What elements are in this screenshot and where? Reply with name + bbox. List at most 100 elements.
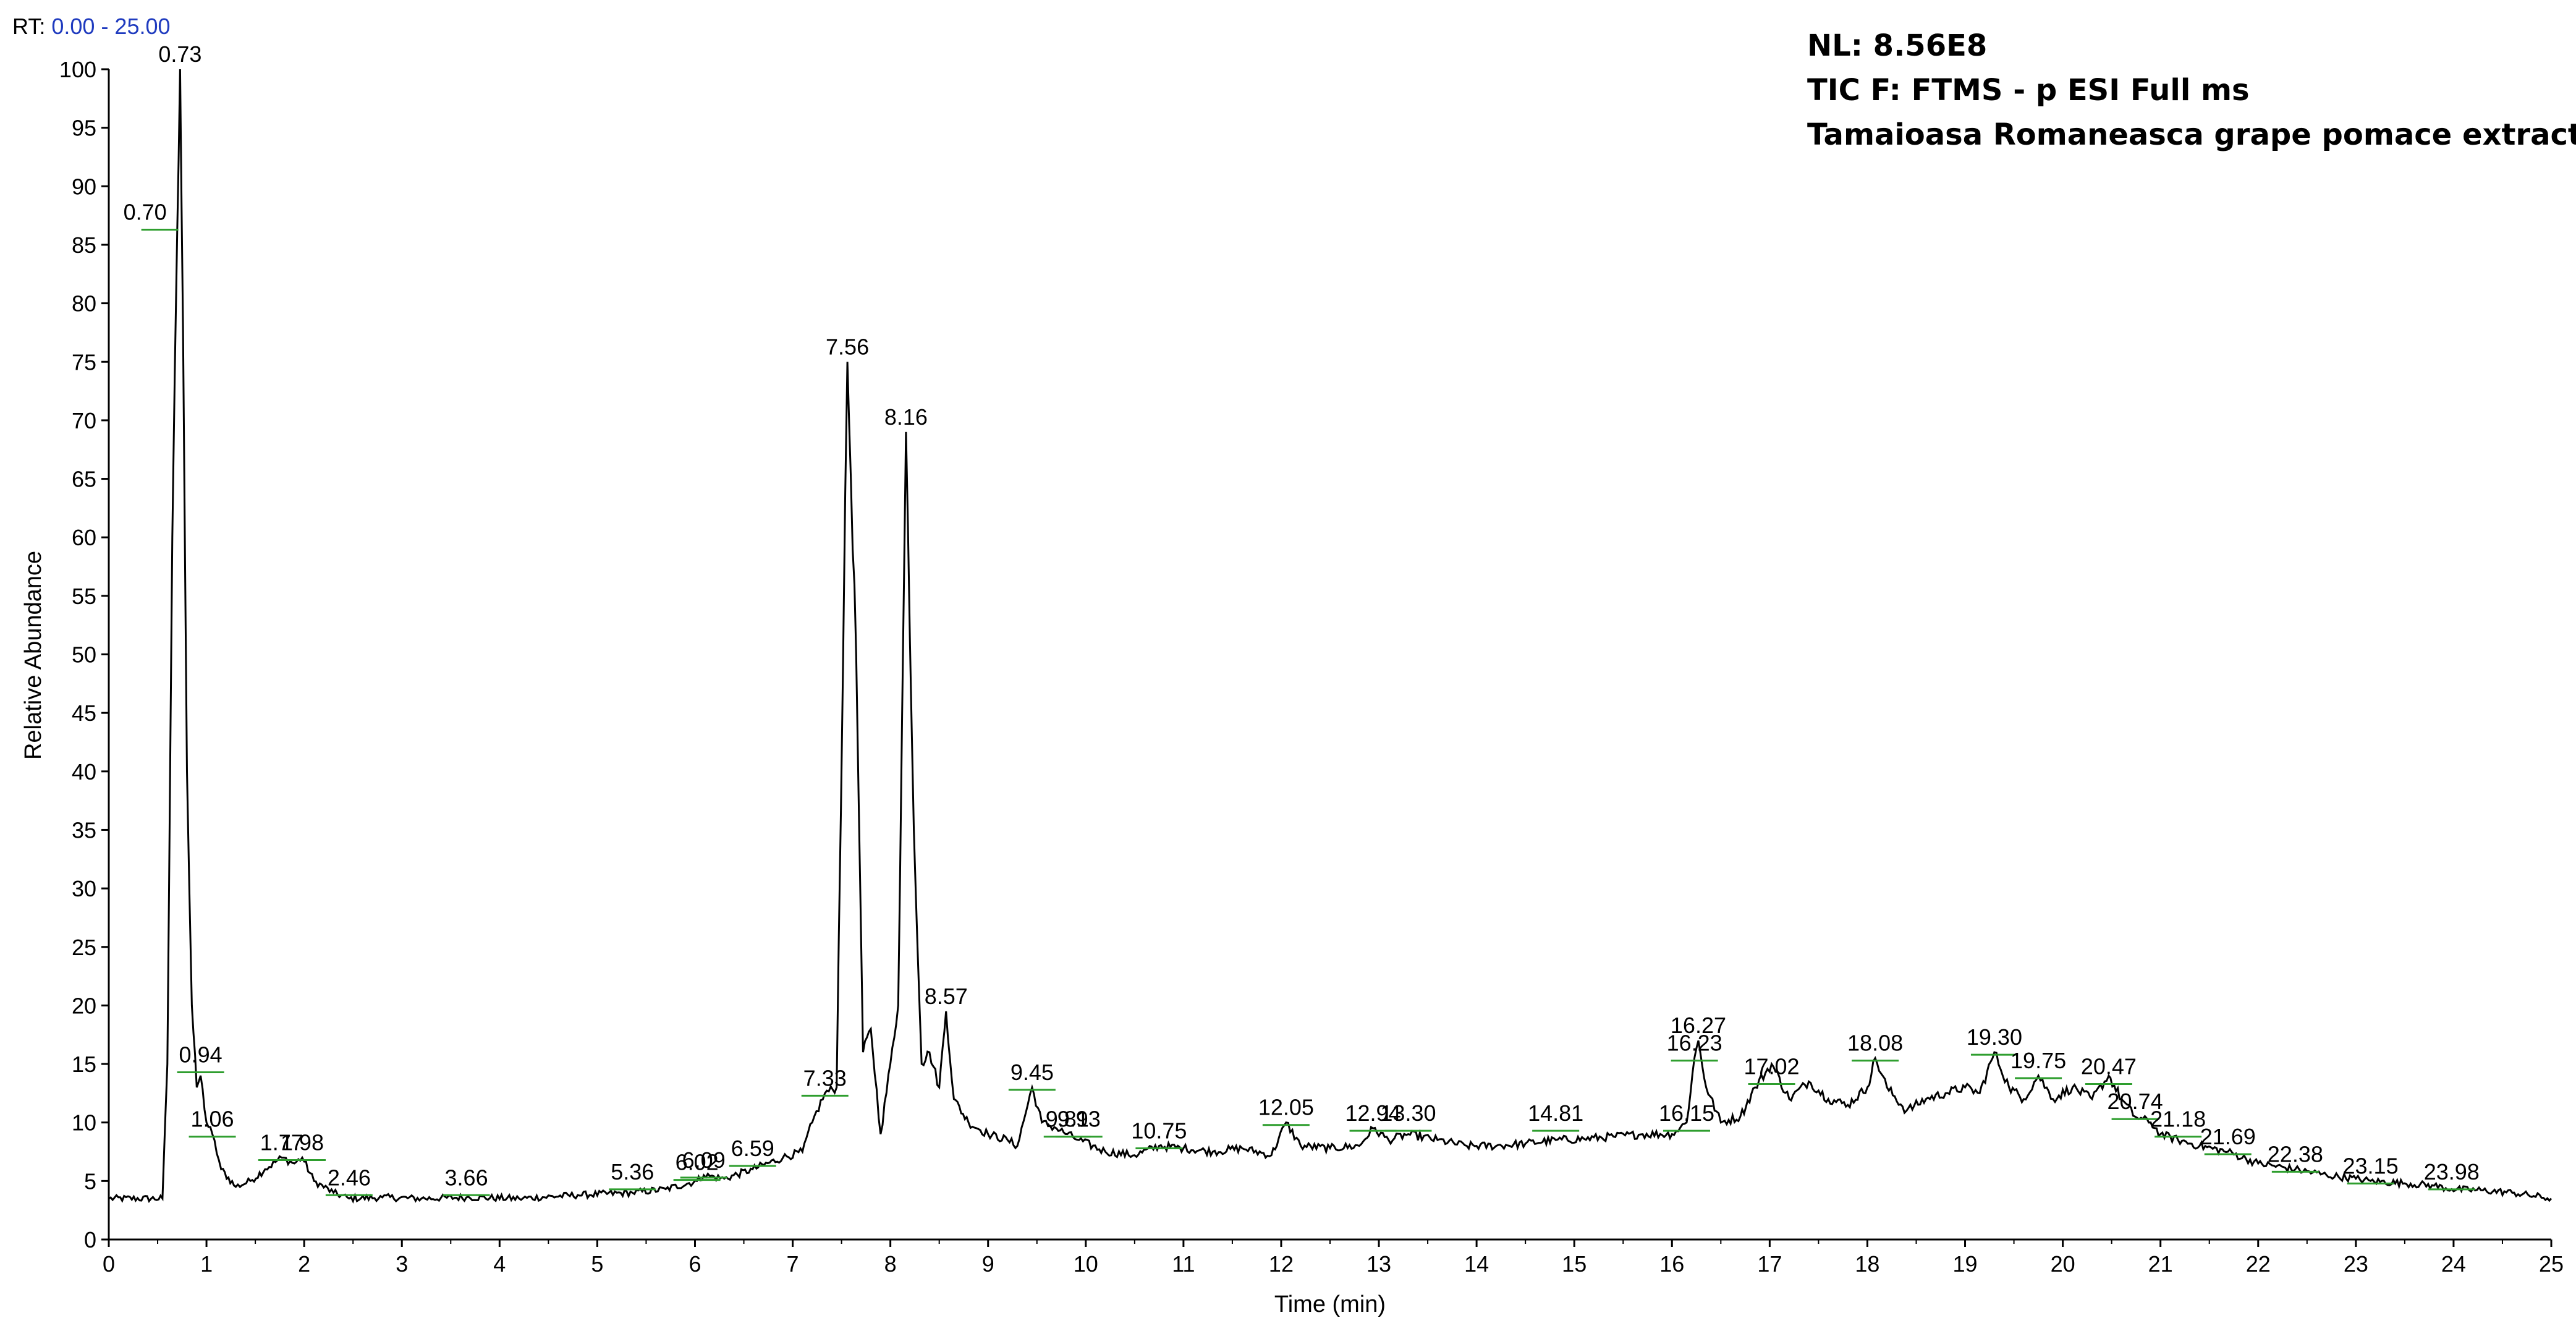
- peak-label: 23.98: [2424, 1159, 2480, 1184]
- peak-label: 0.94: [179, 1042, 222, 1068]
- x-tick-label: 17: [1757, 1251, 1782, 1277]
- x-axis-label: Time (min): [1274, 1291, 1386, 1317]
- x-tick-label: 12: [1269, 1251, 1294, 1277]
- peak-label: 1.06: [191, 1107, 234, 1132]
- peak-label: 2.46: [328, 1165, 371, 1190]
- peak-label: 16.23: [1667, 1031, 1722, 1056]
- y-tick-label: 35: [72, 817, 96, 843]
- sample-name: Tamaioasa Romaneasca grape pomace extrac…: [1807, 117, 2576, 152]
- x-tick-label: 22: [2246, 1251, 2271, 1277]
- y-tick-label: 95: [72, 116, 96, 141]
- peak-label: 20.47: [2081, 1053, 2137, 1079]
- peak-label: 1.77: [260, 1129, 303, 1155]
- y-tick-label: 70: [72, 408, 96, 433]
- x-tick-label: 25: [2539, 1251, 2564, 1277]
- y-tick-label: 40: [72, 759, 96, 785]
- y-tick-label: 15: [72, 1052, 96, 1077]
- y-tick-label: 65: [72, 467, 96, 492]
- tick-marks: [101, 68, 2553, 1247]
- rt-range-label: RT: 0.00 - 25.00: [12, 14, 171, 40]
- y-tick-label: 25: [72, 935, 96, 960]
- peak-label: 0.70: [124, 200, 167, 225]
- peak-label: 21.69: [2200, 1124, 2256, 1149]
- y-tick-label: 90: [72, 174, 96, 199]
- peak-label: 5.36: [611, 1159, 654, 1184]
- scan-filter: TIC F: FTMS - p ESI Full ms: [1807, 73, 2250, 108]
- y-tick-label: 45: [72, 700, 96, 726]
- x-tick-label: 8: [884, 1251, 897, 1277]
- peak-label: 9.93: [1057, 1107, 1101, 1132]
- x-tick-label: 6: [688, 1251, 701, 1277]
- y-tick-label: 5: [84, 1168, 96, 1194]
- axes: [108, 69, 2551, 1241]
- x-tick-label: 24: [2441, 1251, 2466, 1277]
- peak-label: 17.02: [1743, 1053, 1799, 1079]
- x-tick-label: 0: [103, 1251, 115, 1277]
- x-tick-label: 20: [2051, 1251, 2075, 1277]
- peak-label: 1.98: [281, 1129, 324, 1155]
- y-tick-label: 50: [72, 642, 96, 668]
- peak-label: 8.16: [884, 404, 928, 430]
- y-tick-label: 20: [72, 993, 96, 1018]
- y-axis-label: Relative Abundance: [20, 551, 46, 760]
- y-tick-label: 100: [59, 57, 96, 82]
- x-tick-label: 9: [982, 1251, 994, 1277]
- peak-label: 8.57: [925, 984, 968, 1009]
- y-tick-label: 80: [72, 291, 96, 317]
- x-tick-label: 7: [787, 1251, 799, 1277]
- rt-prefix: RT:: [12, 14, 46, 39]
- x-tick-label: 13: [1366, 1251, 1391, 1277]
- y-tick-label: 85: [72, 232, 96, 258]
- peak-label: 6.02: [676, 1150, 719, 1175]
- peak-label: 16.27: [1671, 1013, 1726, 1038]
- x-tick-label: 18: [1855, 1251, 1879, 1277]
- x-tick-label: 21: [2148, 1251, 2173, 1277]
- x-tick-label: 11: [1172, 1251, 1195, 1277]
- x-tick-label: 2: [298, 1251, 310, 1277]
- y-tick-label: 10: [72, 1110, 96, 1136]
- x-tick-label: 4: [493, 1251, 506, 1277]
- peak-label: 9.81: [1046, 1107, 1089, 1132]
- peak-label: 0.73: [158, 41, 201, 67]
- tic-trace: [108, 69, 2553, 1204]
- x-tick-label: 16: [1659, 1251, 1684, 1277]
- x-tick-label: 10: [1074, 1251, 1098, 1277]
- peak-label: 21.18: [2150, 1107, 2206, 1132]
- peak-label: 6.09: [682, 1147, 726, 1173]
- peak-label: 19.30: [1967, 1024, 2022, 1050]
- y-tick-label: 0: [84, 1227, 96, 1252]
- normalization-level: NL: 8.56E8: [1807, 28, 1988, 63]
- y-tick-label: 55: [72, 584, 96, 609]
- peak-label: 22.38: [2268, 1141, 2323, 1167]
- x-tick-label: 14: [1464, 1251, 1489, 1277]
- y-tick-label: 30: [72, 876, 96, 901]
- peak-label: 18.08: [1847, 1031, 1903, 1056]
- peak-label: 6.59: [731, 1136, 774, 1161]
- x-tick-label: 5: [591, 1251, 603, 1277]
- peak-label: 14.81: [1528, 1100, 1583, 1126]
- peak-label: 20.74: [2108, 1089, 2163, 1114]
- tick-labels: 0 1 2 3 4 5 6 7 8 9 10 11 12 13 14 15 16 17 18 19 20 21 22 23 24…: [59, 57, 2564, 1277]
- x-tick-label: 23: [2344, 1251, 2368, 1277]
- peak-label: 9.45: [1010, 1060, 1054, 1085]
- x-tick-label: 1: [200, 1251, 213, 1277]
- peak-label: 16.15: [1659, 1100, 1714, 1126]
- scan-info: NL: 8.56E8 TIC F: FTMS - p ESI Full ms T…: [1807, 23, 2576, 157]
- y-tick-label: 75: [72, 349, 96, 375]
- peak-label: 10.75: [1131, 1118, 1187, 1144]
- peak-label: 23.15: [2343, 1153, 2399, 1178]
- peak-labels: 0.73 0.70 0.94 1.06 1.771.982.46 3.66 5.36 6.02…: [124, 41, 2480, 1196]
- peak-label: 7.33: [803, 1065, 847, 1091]
- peak-label: 12.05: [1258, 1095, 1314, 1120]
- peak-label: 12.94: [1345, 1100, 1401, 1126]
- peak-label: 7.56: [826, 334, 869, 359]
- x-tick-label: 19: [1952, 1251, 1977, 1277]
- x-tick-label: 3: [396, 1251, 408, 1277]
- peak-label: 13.30: [1380, 1100, 1436, 1126]
- rt-range-value: 0.00 - 25.00: [51, 14, 171, 39]
- peak-label: 19.75: [2010, 1048, 2066, 1073]
- peak-label: 3.66: [445, 1165, 488, 1190]
- x-tick-label: 15: [1562, 1251, 1587, 1277]
- y-tick-label: 60: [72, 525, 96, 550]
